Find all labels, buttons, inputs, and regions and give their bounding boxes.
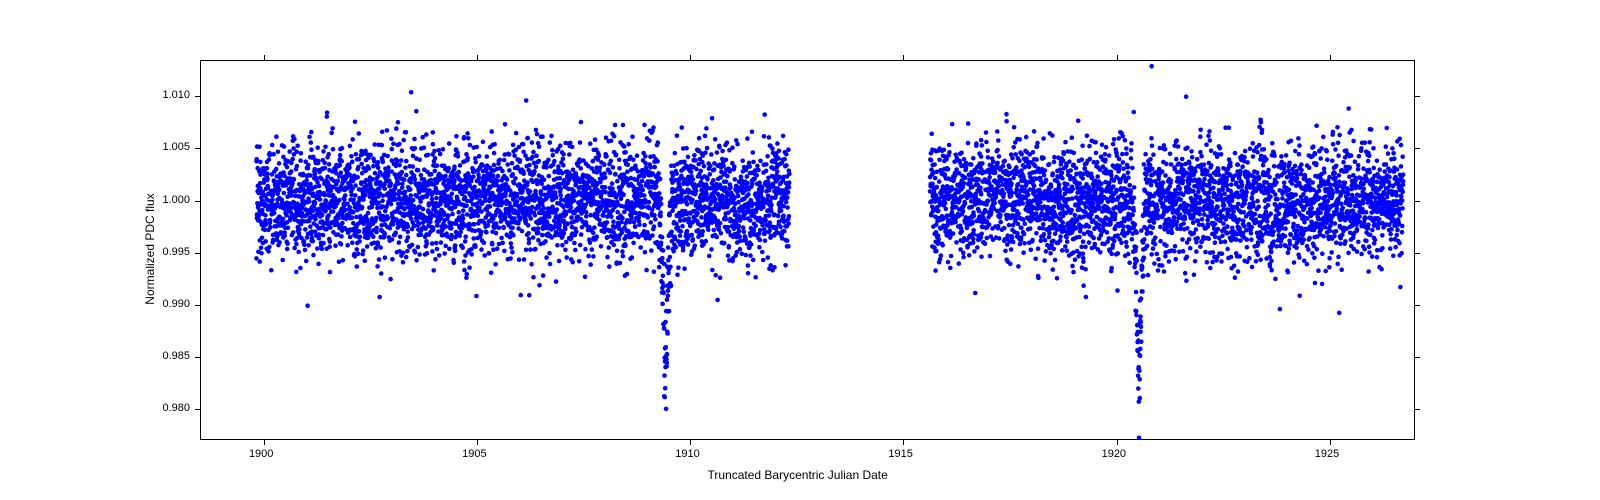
x-tick-label: 1900: [249, 448, 273, 460]
scatter-points: [201, 61, 1416, 441]
x-tick-mark: [1330, 440, 1331, 445]
x-axis-label: Truncated Barycentric Julian Date: [708, 468, 888, 482]
x-tick-mark: [1330, 55, 1331, 60]
lightcurve-chart: Truncated Barycentric Julian Date Normal…: [0, 0, 1600, 500]
x-tick-mark: [264, 440, 265, 445]
y-tick-mark: [1415, 148, 1420, 149]
y-tick-label: 0.995: [162, 246, 190, 258]
y-tick-label: 0.990: [162, 298, 190, 310]
x-tick-mark: [690, 55, 691, 60]
x-tick-label: 1920: [1102, 448, 1126, 460]
y-tick-mark: [195, 357, 200, 358]
y-tick-mark: [1415, 409, 1420, 410]
x-tick-mark: [477, 55, 478, 60]
x-tick-mark: [903, 440, 904, 445]
y-tick-mark: [195, 409, 200, 410]
y-tick-label: 0.985: [162, 350, 190, 362]
y-tick-mark: [195, 96, 200, 97]
y-tick-label: 0.980: [162, 402, 190, 414]
x-tick-label: 1925: [1315, 448, 1339, 460]
x-tick-mark: [690, 440, 691, 445]
y-tick-mark: [1415, 305, 1420, 306]
y-tick-mark: [1415, 357, 1420, 358]
y-tick-mark: [195, 148, 200, 149]
x-tick-mark: [903, 55, 904, 60]
x-tick-mark: [1117, 440, 1118, 445]
y-axis-label: Normalized PDC flux: [143, 169, 157, 329]
y-tick-label: 1.005: [162, 141, 190, 153]
y-tick-mark: [1415, 201, 1420, 202]
x-tick-label: 1905: [462, 448, 486, 460]
x-tick-label: 1915: [888, 448, 912, 460]
y-tick-mark: [195, 253, 200, 254]
y-tick-label: 1.010: [162, 89, 190, 101]
plot-area: [200, 60, 1415, 440]
y-tick-mark: [195, 201, 200, 202]
x-tick-mark: [264, 55, 265, 60]
x-tick-mark: [1117, 55, 1118, 60]
y-tick-mark: [1415, 96, 1420, 97]
x-tick-label: 1910: [675, 448, 699, 460]
x-tick-mark: [477, 440, 478, 445]
y-tick-mark: [1415, 253, 1420, 254]
y-tick-mark: [195, 305, 200, 306]
y-tick-label: 1.000: [162, 194, 190, 206]
